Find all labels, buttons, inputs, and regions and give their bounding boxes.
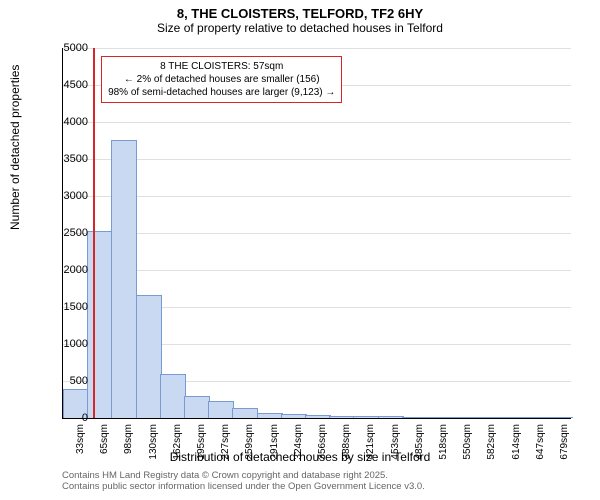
x-axis-label: Distribution of detached houses by size …: [0, 450, 600, 464]
histogram-bar: [160, 374, 186, 418]
grid-line: [63, 48, 571, 49]
histogram-bar: [402, 417, 428, 418]
grid-line: [63, 159, 571, 160]
reference-line: [93, 48, 95, 418]
annotation-line: ← 2% of detached houses are smaller (156…: [108, 73, 335, 86]
y-tick-label: 3000: [48, 190, 88, 202]
histogram-bar: [208, 401, 234, 418]
footer-line-2: Contains public sector information licen…: [62, 481, 425, 492]
histogram-bar: [305, 415, 331, 418]
footer-line-1: Contains HM Land Registry data © Crown c…: [62, 470, 425, 481]
histogram-bar: [257, 413, 283, 418]
footer-attribution: Contains HM Land Registry data © Crown c…: [62, 470, 425, 493]
histogram-bar: [353, 416, 379, 418]
histogram-bar: [523, 417, 549, 418]
histogram-bar: [378, 416, 404, 418]
annotation-line: 8 THE CLOISTERS: 57sqm: [108, 60, 335, 73]
grid-line: [63, 233, 571, 234]
histogram-bar: [87, 231, 113, 418]
histogram-bar: [111, 140, 137, 419]
grid-line: [63, 270, 571, 271]
histogram-bar: [547, 417, 573, 418]
y-tick-label: 3500: [48, 153, 88, 165]
annotation-line: 98% of semi-detached houses are larger (…: [108, 86, 335, 99]
chart-title: 8, THE CLOISTERS, TELFORD, TF2 6HY: [0, 0, 600, 21]
y-tick-label: 500: [48, 375, 88, 387]
annotation-box: 8 THE CLOISTERS: 57sqm← 2% of detached h…: [101, 56, 342, 103]
grid-line: [63, 122, 571, 123]
y-tick-label: 1000: [48, 338, 88, 350]
histogram-bar: [499, 417, 525, 418]
histogram-bar: [232, 408, 258, 418]
chart-container: 8, THE CLOISTERS, TELFORD, TF2 6HY Size …: [0, 0, 600, 500]
histogram-bar: [184, 396, 210, 418]
plot-area: 8 THE CLOISTERS: 57sqm← 2% of detached h…: [62, 48, 571, 419]
y-axis-label: Number of detached properties: [8, 65, 22, 230]
y-tick-label: 5000: [48, 42, 88, 54]
histogram-bar: [474, 417, 500, 418]
histogram-bar: [450, 417, 476, 418]
y-tick-label: 1500: [48, 301, 88, 313]
y-tick-label: 2000: [48, 264, 88, 276]
histogram-bar: [426, 417, 452, 418]
y-tick-label: 0: [48, 412, 88, 424]
histogram-bar: [136, 295, 162, 418]
grid-line: [63, 196, 571, 197]
y-tick-label: 4000: [48, 116, 88, 128]
histogram-bar: [281, 414, 307, 418]
chart-subtitle: Size of property relative to detached ho…: [0, 21, 600, 39]
y-tick-label: 4500: [48, 79, 88, 91]
histogram-bar: [329, 416, 355, 418]
y-tick-label: 2500: [48, 227, 88, 239]
